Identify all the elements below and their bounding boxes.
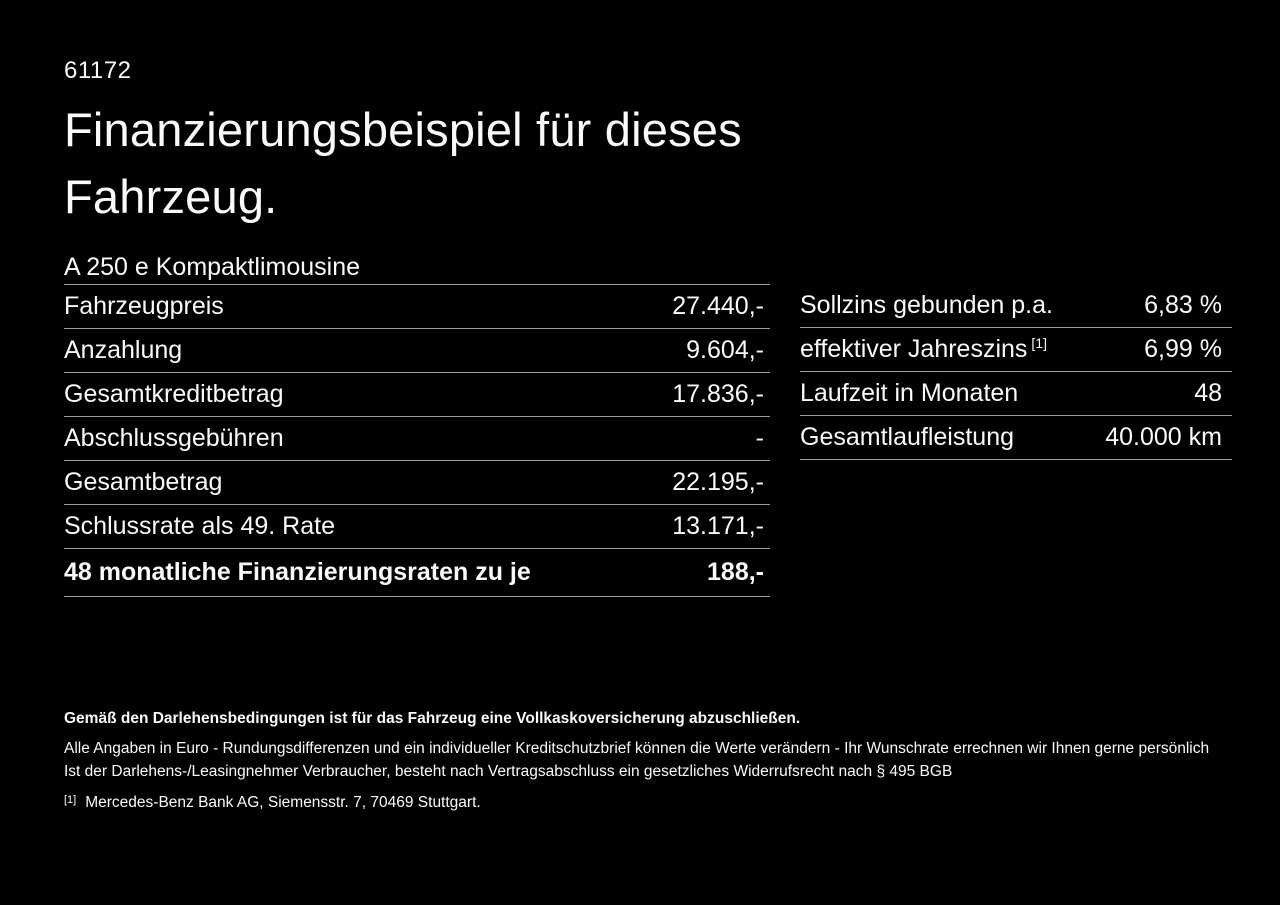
- financing-table: A 250 e Kompaktlimousine Fahrzeugpreis 2…: [64, 250, 770, 597]
- row-value: 188,-: [707, 558, 764, 586]
- table-row-gesamtkreditbetrag: Gesamtkreditbetrag 17.836,-: [64, 373, 770, 417]
- table-row-gesamtbetrag: Gesamtbetrag 22.195,-: [64, 461, 770, 505]
- page-title: Finanzierungsbeispiel für dieses Fahrzeug…: [64, 96, 742, 230]
- table-row-effektiver-jahreszins: effektiver Jahreszins [1] 6,99 %: [800, 328, 1232, 372]
- table-row-gesamtlaufleistung: Gesamtlaufleistung 40.000 km: [800, 416, 1232, 460]
- row-value: 40.000 km: [1105, 423, 1222, 451]
- row-label: Fahrzeugpreis: [64, 292, 224, 320]
- table-row-anzahlung: Anzahlung 9.604,-: [64, 329, 770, 373]
- table-row-monatsrate: 48 monatliche Finanzierungsraten zu je 1…: [64, 549, 770, 597]
- table-row-fahrzeugpreis: Fahrzeugpreis 27.440,-: [64, 285, 770, 329]
- footnote-line: [1] Mercedes-Benz Bank AG, Siemensstr. 7,…: [64, 791, 481, 812]
- row-label: Gesamtkreditbetrag: [64, 380, 284, 408]
- row-label: Gesamtbetrag: [64, 468, 223, 496]
- row-value: 9.604,-: [686, 336, 764, 364]
- disclaimer-line-2: Ist der Darlehens-/Leasingnehmer Verbrau…: [64, 763, 953, 780]
- row-value: 6,83 %: [1144, 291, 1222, 319]
- row-label: Sollzins gebunden p.a.: [800, 291, 1053, 319]
- table-row-schlussrate: Schlussrate als 49. Rate 13.171,-: [64, 505, 770, 549]
- row-label: Gesamtlaufleistung: [800, 423, 1015, 451]
- insurance-requirement-note: Gemäß den Darlehensbedingungen ist für d…: [64, 710, 801, 727]
- row-value: 6,99 %: [1144, 335, 1222, 363]
- row-value: 22.195,-: [672, 468, 764, 496]
- row-label: Anzahlung: [64, 336, 183, 364]
- page-title-line1: Finanzierungsbeispiel für dieses: [64, 103, 742, 156]
- row-label: effektiver Jahreszins [1]: [800, 335, 1047, 364]
- conditions-table: Sollzins gebunden p.a. 6,83 % effektiver…: [800, 284, 1232, 460]
- row-value: -: [755, 424, 764, 452]
- page-title-line2: Fahrzeug.: [64, 170, 278, 223]
- vehicle-model-heading: A 250 e Kompaktlimousine: [64, 250, 770, 285]
- row-value: 17.836,-: [672, 380, 764, 408]
- footnote-reference: [1]: [1031, 335, 1047, 351]
- row-value: 27.440,-: [672, 292, 764, 320]
- table-row-laufzeit: Laufzeit in Monaten 48: [800, 372, 1232, 416]
- footnote-marker: [1]: [64, 794, 77, 806]
- footnote-text: Mercedes-Benz Bank AG, Siemensstr. 7, 70…: [85, 794, 481, 811]
- row-label: Schlussrate als 49. Rate: [64, 512, 335, 540]
- row-value: 48: [1194, 379, 1222, 407]
- table-row-sollzins: Sollzins gebunden p.a. 6,83 %: [800, 284, 1232, 328]
- disclaimer-line-1: Alle Angaben in Euro - Rundungsdifferenz…: [64, 740, 1210, 757]
- row-label-text: effektiver Jahreszins: [800, 335, 1028, 363]
- vehicle-offer-id: 61172: [64, 57, 132, 84]
- row-label: 48 monatliche Finanzierungsraten zu je: [64, 558, 531, 586]
- row-label: Abschlussgebühren: [64, 424, 284, 452]
- table-row-abschlussgebuehren: Abschlussgebühren -: [64, 417, 770, 461]
- row-value: 13.171,-: [672, 512, 764, 540]
- row-label: Laufzeit in Monaten: [800, 379, 1019, 407]
